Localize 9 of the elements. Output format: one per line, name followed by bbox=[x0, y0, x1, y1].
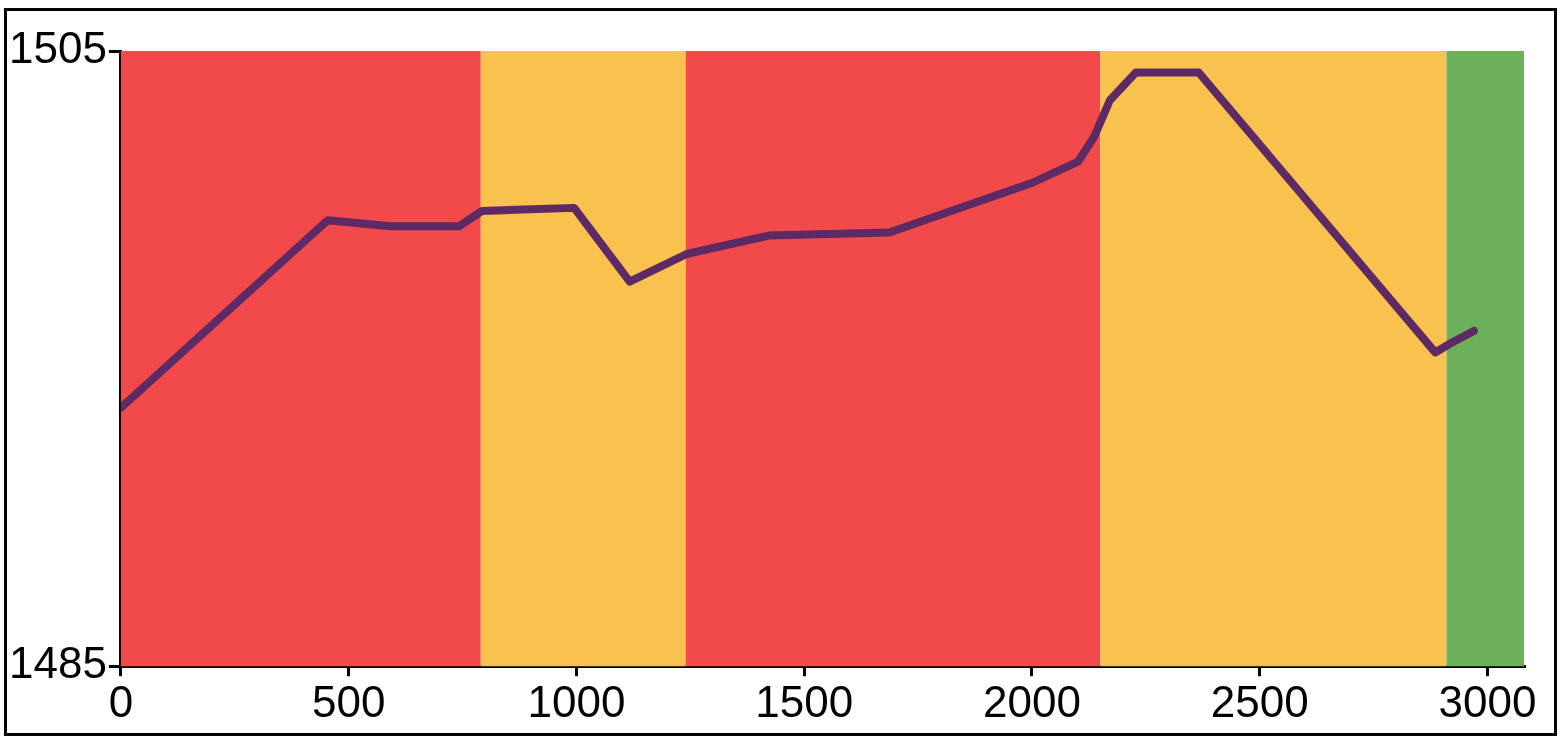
x-tick-label: 2000 bbox=[983, 676, 1081, 726]
x-tick-label: 500 bbox=[311, 676, 386, 726]
y-tick-label: 1485 bbox=[8, 638, 107, 688]
x-tick-label: 3000 bbox=[1438, 676, 1537, 726]
x-tick-label: 1000 bbox=[527, 676, 626, 726]
x-tick-label: 2500 bbox=[1210, 676, 1309, 726]
y-tick-label: 1505 bbox=[8, 23, 107, 73]
x-tick-label: 0 bbox=[108, 676, 134, 726]
x-tick-label: 1500 bbox=[755, 676, 854, 726]
